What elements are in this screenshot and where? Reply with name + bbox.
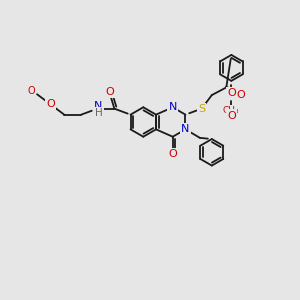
Text: O: O <box>27 86 35 96</box>
Text: S: S <box>198 104 205 114</box>
Text: O: O <box>168 149 177 159</box>
Text: H: H <box>94 108 102 118</box>
Text: O: O <box>46 99 55 110</box>
Text: N: N <box>94 101 103 111</box>
Text: N: N <box>169 102 177 112</box>
Text: N: N <box>181 124 190 134</box>
Text: O: O <box>227 88 236 98</box>
Text: O: O <box>236 90 245 100</box>
Text: O: O <box>227 111 236 121</box>
Text: CH₃: CH₃ <box>222 106 239 115</box>
Text: O: O <box>105 87 114 97</box>
